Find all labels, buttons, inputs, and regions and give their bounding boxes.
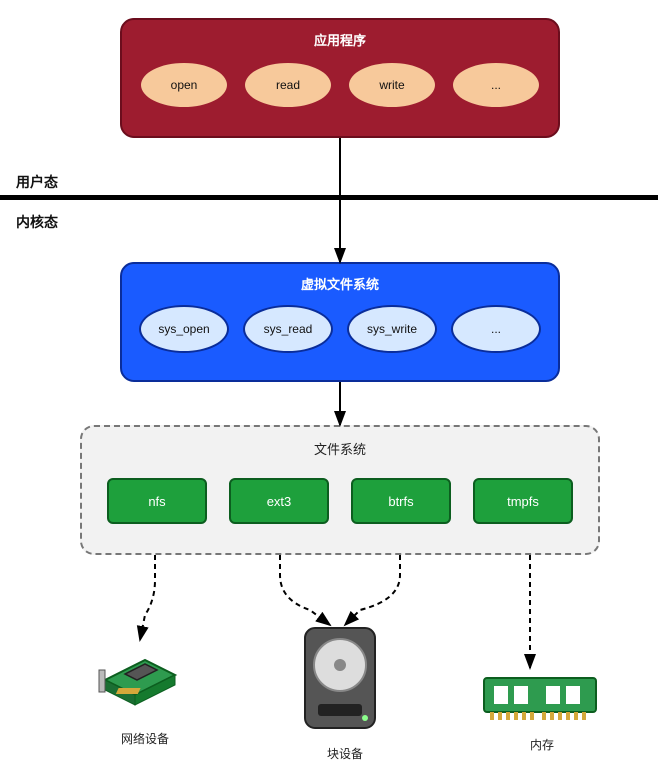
network-device-icon <box>95 640 185 725</box>
application-layer-title: 应用程序 <box>122 30 558 49</box>
syscall-more: ... <box>451 61 541 109</box>
application-syscalls-row: open read write ... <box>122 61 558 109</box>
edge-btrfs-to-block <box>345 555 400 625</box>
fs-nfs: nfs <box>107 478 207 524</box>
edge-ext3-to-block <box>280 555 330 625</box>
vfs-layer-box: 虚拟文件系统 sys_open sys_read sys_write ... <box>120 262 560 382</box>
syscall-open: open <box>139 61 229 109</box>
mode-divider <box>0 195 658 200</box>
filesystems-row: nfs ext3 btrfs tmpfs <box>82 478 598 524</box>
kernel-mode-label: 内核态 <box>16 212 58 232</box>
vfs-layer-title: 虚拟文件系统 <box>122 274 558 293</box>
syscall-write: write <box>347 61 437 109</box>
filesystem-layer-box: 文件系统 nfs ext3 btrfs tmpfs <box>80 425 600 555</box>
user-mode-label: 用户态 <box>16 172 58 192</box>
memory-device-label: 内存 <box>522 736 562 753</box>
network-device-label: 网络设备 <box>115 730 175 747</box>
memory-device-icon <box>480 668 600 733</box>
edge-nfs-to-net <box>140 555 155 640</box>
block-device-label: 块设备 <box>320 745 370 762</box>
fs-btrfs: btrfs <box>351 478 451 524</box>
filesystem-layer-title: 文件系统 <box>82 439 598 458</box>
fs-tmpfs: tmpfs <box>473 478 573 524</box>
vfs-sys-open: sys_open <box>139 305 229 353</box>
syscall-read: read <box>243 61 333 109</box>
fs-ext3: ext3 <box>229 478 329 524</box>
application-layer-box: 应用程序 open read write ... <box>120 18 560 138</box>
block-device-icon <box>290 620 390 745</box>
vfs-sys-read: sys_read <box>243 305 333 353</box>
vfs-syscalls-row: sys_open sys_read sys_write ... <box>122 305 558 353</box>
vfs-sys-more: ... <box>451 305 541 353</box>
vfs-sys-write: sys_write <box>347 305 437 353</box>
